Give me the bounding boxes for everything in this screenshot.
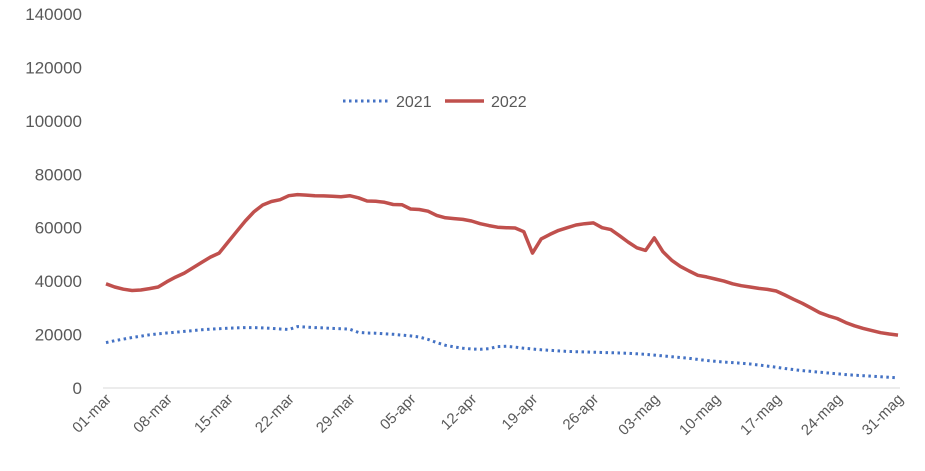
x-tick-label: 19-apr	[499, 391, 542, 434]
series-layer	[105, 192, 899, 380]
x-tick-label: 15-mar	[191, 391, 237, 437]
x-tick-label: 29-mar	[313, 391, 359, 437]
x-tick-label: 31-mag	[859, 391, 907, 439]
y-tick-label: 120000	[25, 58, 82, 77]
legend-2021-label: 2021	[396, 94, 432, 111]
series-line-2021	[105, 325, 899, 380]
y-tick-label: 100000	[25, 112, 82, 131]
x-tick-label: 03-mag	[615, 391, 663, 439]
x-tick-label: 12-apr	[438, 391, 481, 434]
x-tick-label: 17-mag	[737, 391, 785, 439]
x-axis: 01-mar 08-mar 15-mar 22-mar 29-mar 05-apr 12-a…	[69, 391, 907, 439]
y-tick-label: 0	[73, 379, 82, 398]
y-tick-label: 80000	[35, 165, 82, 184]
y-tick-label: 40000	[35, 272, 82, 291]
legend-2022-label: 2022	[491, 94, 527, 111]
x-tick-label: 22-mar	[252, 391, 298, 437]
y-tick-label: 20000	[35, 326, 82, 345]
x-tick-label: 05-apr	[377, 391, 420, 434]
x-tick-label: 10-mag	[676, 391, 724, 439]
legend: 2021 2022	[343, 94, 527, 111]
y-tick-label: 60000	[35, 219, 82, 238]
x-tick-label: 08-mar	[130, 391, 176, 437]
x-tick-label: 24-mag	[798, 391, 846, 439]
series-line-2022	[105, 192, 899, 337]
y-axis: 0 20000 40000 60000 80000 100000 120000 140000	[25, 5, 82, 398]
y-tick-label: 140000	[25, 5, 82, 24]
x-tick-label: 26-apr	[560, 391, 603, 434]
